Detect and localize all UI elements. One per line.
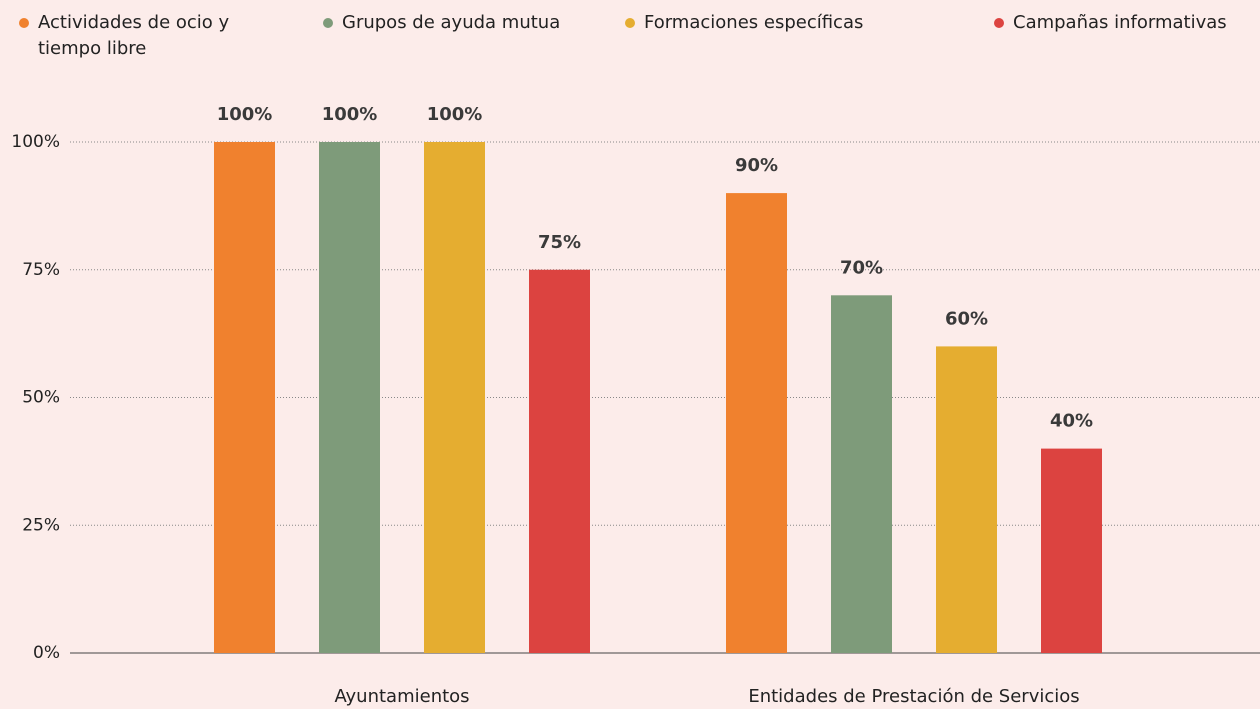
legend-swatch [625, 18, 635, 28]
bar [424, 142, 485, 653]
legend-label: Campañas informativas [1013, 12, 1227, 33]
y-tick-label: 100% [11, 132, 60, 152]
legend-item: Grupos de ayuda mutua [316, 10, 632, 36]
bar [831, 295, 892, 653]
x-tick-label: Entidades de Prestación de Servicios [748, 686, 1079, 707]
value-label: 100% [322, 104, 378, 125]
y-tick-label: 75% [22, 260, 60, 280]
value-label: 100% [217, 104, 273, 125]
value-label: 40% [1050, 411, 1093, 432]
legend: Actividades de ocio y tiempo libre Grupos… [0, 10, 1260, 70]
legend-label: Actividades de ocio y tiempo libre [38, 12, 230, 59]
legend-item: Actividades de ocio y tiempo libre [12, 10, 278, 62]
y-tick-label: 0% [33, 643, 60, 663]
value-label: 60% [945, 308, 988, 329]
value-label: 100% [427, 104, 483, 125]
legend-item: Campañas informativas [987, 10, 1260, 36]
legend-label: Formaciones específicas [644, 12, 864, 33]
bar [936, 346, 997, 653]
legend-swatch [994, 18, 1004, 28]
value-label: 70% [840, 257, 883, 278]
bar [214, 142, 275, 653]
legend-label: Grupos de ayuda mutua [342, 12, 561, 33]
legend-swatch [323, 18, 333, 28]
y-tick-label: 25% [22, 515, 60, 535]
bar [1041, 448, 1102, 653]
legend-swatch [19, 18, 29, 28]
value-label: 75% [538, 232, 581, 253]
bar [529, 269, 590, 653]
value-label: 90% [735, 155, 778, 176]
legend-item: Formaciones específicas [618, 10, 1004, 36]
x-tick-label: Ayuntamientos [334, 686, 469, 707]
y-tick-label: 50% [22, 388, 60, 408]
bar [726, 193, 787, 653]
bar [319, 142, 380, 653]
